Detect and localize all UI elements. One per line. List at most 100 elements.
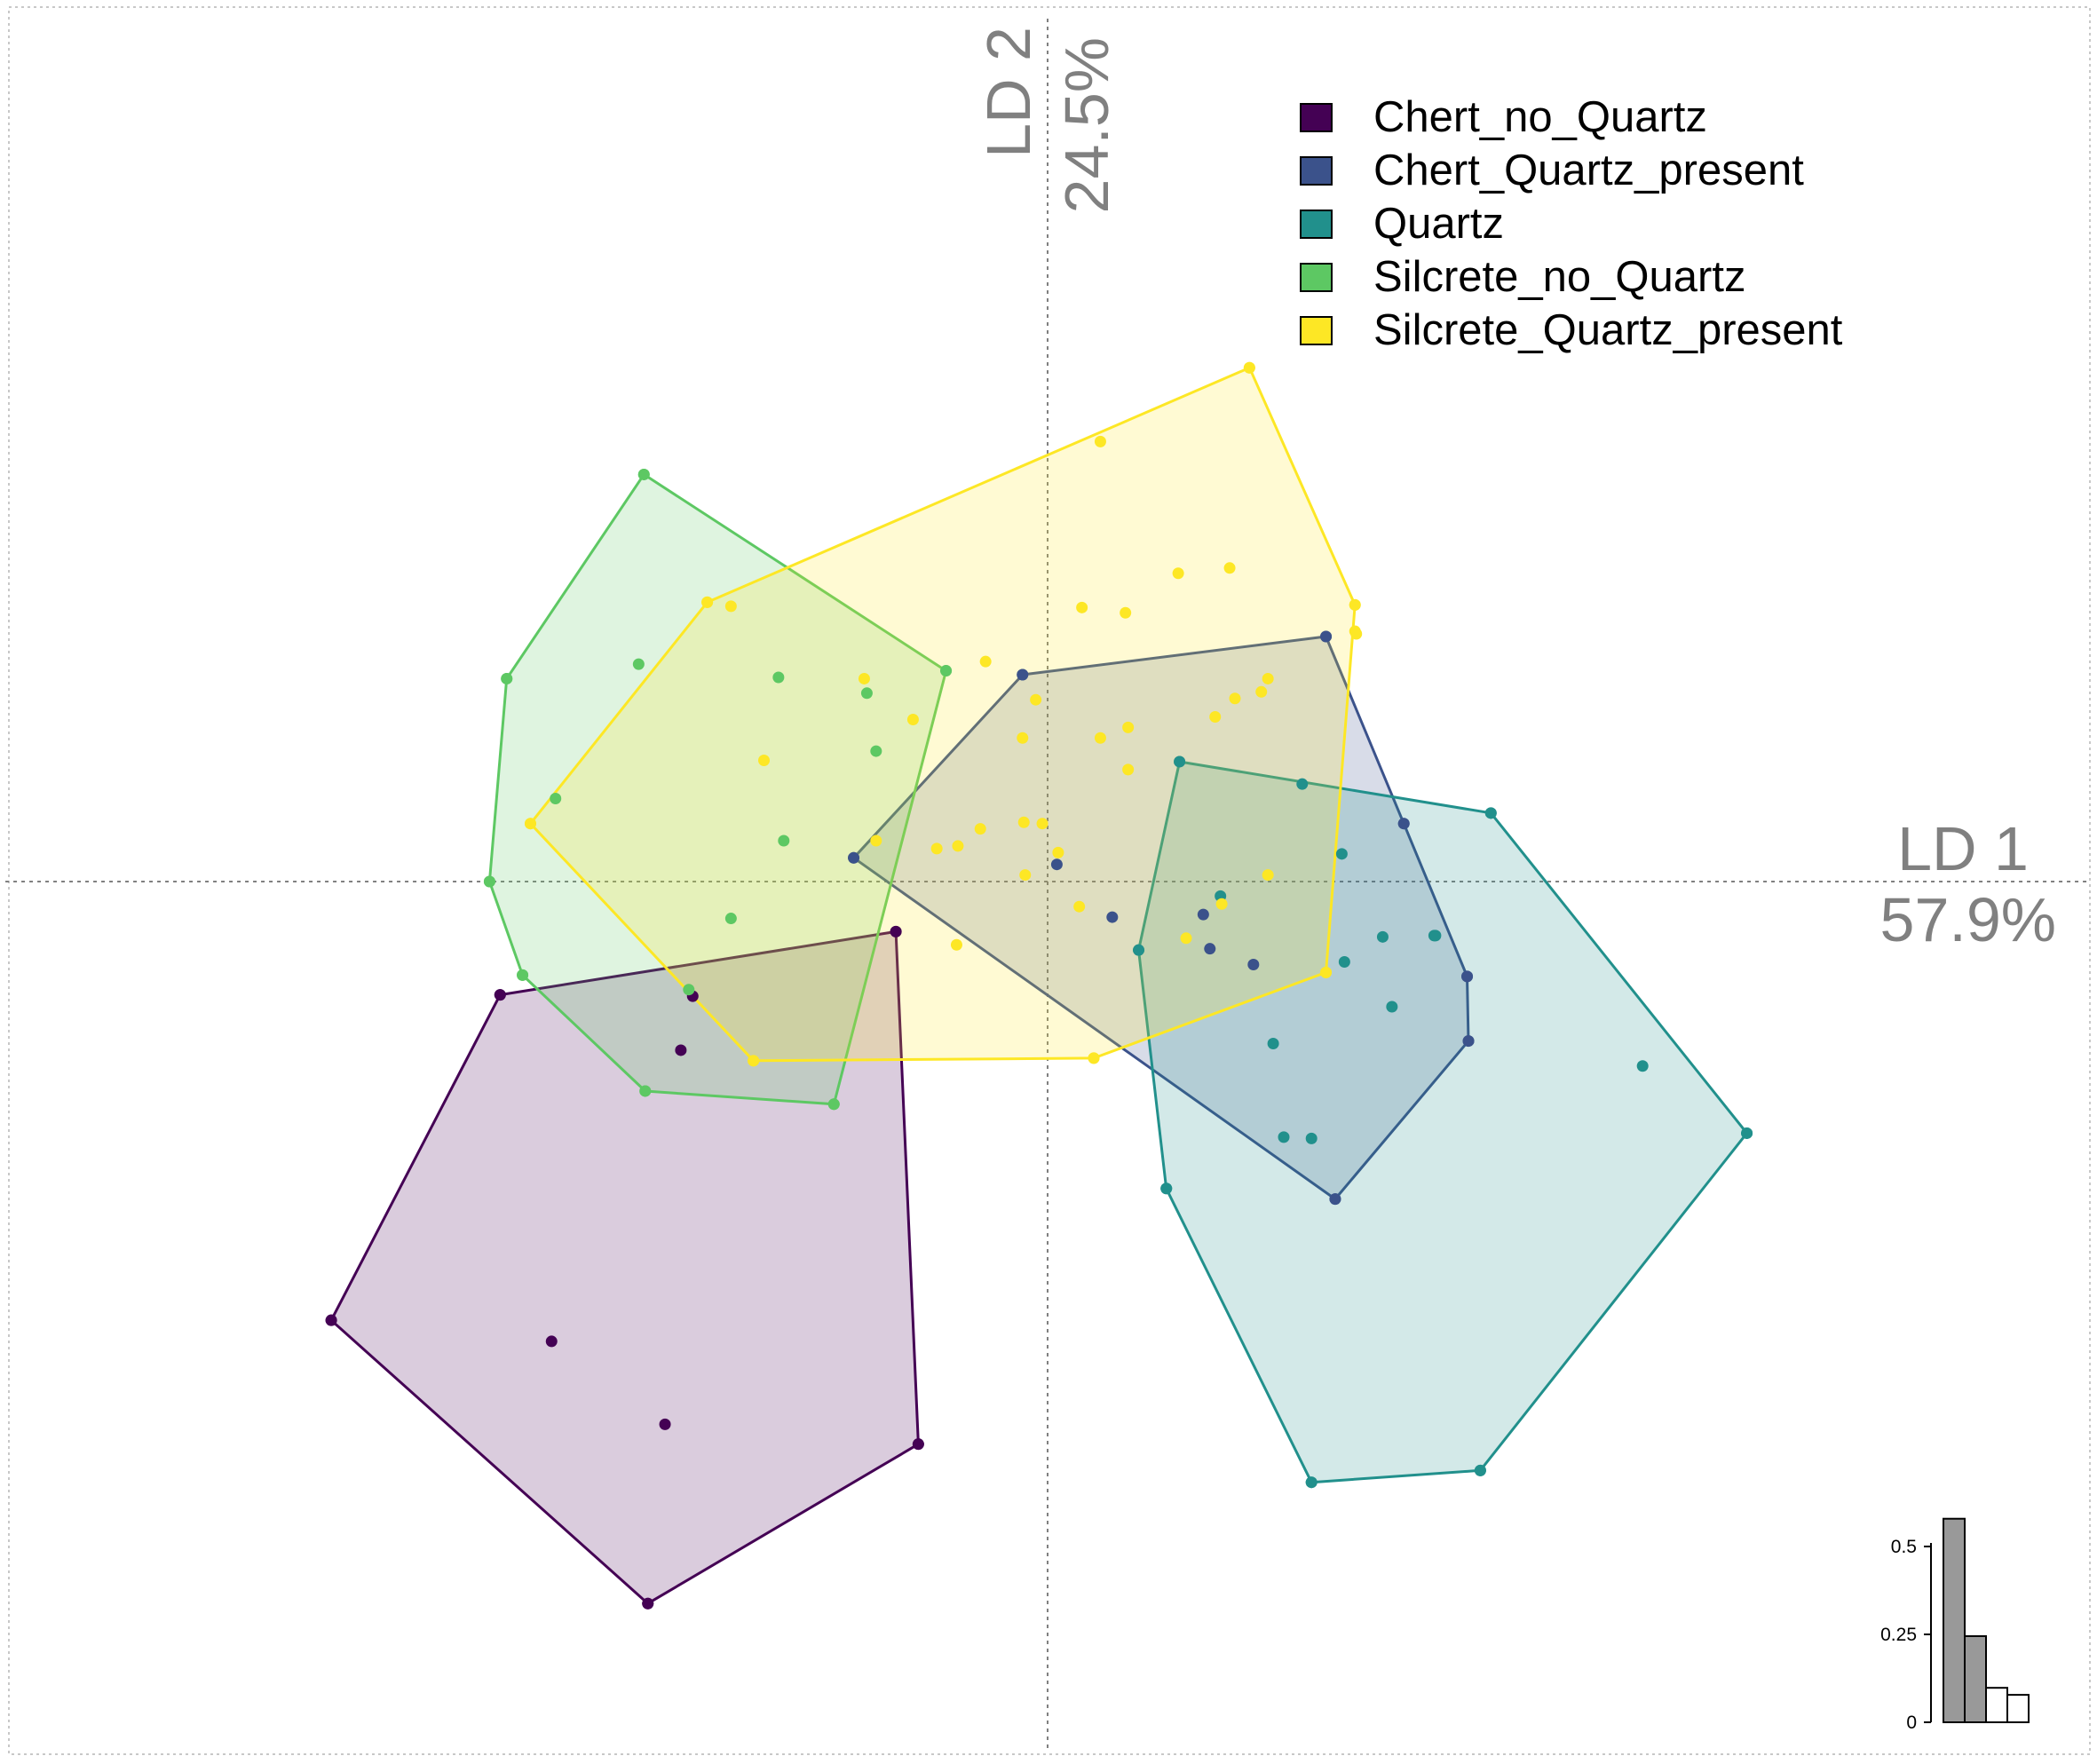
point-4-29 — [952, 840, 964, 852]
point-3-5 — [772, 671, 785, 684]
point-1-2 — [1320, 630, 1333, 643]
point-4-12 — [1017, 732, 1029, 744]
point-4-18 — [1209, 711, 1222, 723]
legend: Chert_no_Quartz Chert_Quartz_present Quart… — [1300, 93, 1843, 354]
point-1-0 — [848, 851, 860, 864]
point-2-12 — [1636, 1060, 1649, 1072]
point-0-4 — [545, 1335, 558, 1348]
point-1-1 — [1017, 668, 1029, 681]
point-4-27 — [1017, 816, 1030, 828]
point-1-10 — [1462, 1035, 1475, 1048]
legend-swatch-3 — [1300, 263, 1333, 292]
point-4-31 — [1262, 869, 1274, 882]
point-3-6 — [860, 687, 873, 700]
point-2-6 — [1338, 956, 1350, 969]
point-4-15 — [1262, 672, 1274, 684]
point-2-1 — [1296, 778, 1309, 790]
point-1-8 — [1106, 911, 1119, 923]
point-4-8 — [979, 655, 992, 668]
legend-label-2: Quartz — [1373, 200, 1504, 248]
point-4-39 — [524, 818, 536, 830]
point-3-13 — [517, 969, 529, 981]
point-1-3 — [1397, 818, 1410, 830]
point-4-6 — [1076, 601, 1088, 613]
point-4-4 — [1350, 628, 1363, 640]
point-4-0 — [1243, 361, 1255, 374]
point-2-18 — [1474, 1464, 1486, 1476]
eigenvalue-barplot: 0 0.25 0.5 — [1880, 1517, 2030, 1733]
eig-tick-label-1: 0.25 — [1880, 1625, 1917, 1645]
eig-tick-label-2: 0.5 — [1891, 1537, 1917, 1557]
hull-2 — [1137, 760, 1749, 1484]
hulls-layer — [325, 361, 1753, 1610]
point-0-2 — [675, 1044, 687, 1056]
point-4-40 — [1349, 598, 1361, 611]
y-axis-label: LD 2 — [974, 27, 1043, 158]
point-0-0 — [494, 989, 506, 1001]
point-4-35 — [950, 938, 962, 951]
legend-label-4: Silcrete_Quartz_present — [1373, 306, 1843, 354]
point-0-8 — [912, 1438, 924, 1451]
point-1-7 — [1247, 958, 1260, 970]
point-3-12 — [940, 665, 953, 677]
point-4-28 — [974, 823, 986, 835]
hull-4 — [529, 366, 1357, 1063]
point-0-5 — [659, 1418, 671, 1430]
point-4-22 — [724, 600, 737, 613]
point-2-11 — [1267, 1038, 1279, 1050]
point-3-11 — [827, 1098, 840, 1111]
point-2-5 — [1133, 944, 1145, 956]
point-4-11 — [1030, 693, 1042, 706]
eig-bar-0 — [1943, 1517, 1966, 1723]
eig-bar-2 — [1985, 1687, 2008, 1724]
point-4-26 — [1036, 818, 1048, 830]
point-3-8 — [778, 835, 790, 847]
point-4-19 — [870, 835, 882, 847]
point-4-32 — [1215, 898, 1228, 910]
legend-label-3: Silcrete_no_Quartz — [1373, 253, 1745, 301]
point-2-0 — [1174, 755, 1186, 768]
point-0-6 — [325, 1314, 337, 1326]
points-layer — [325, 361, 1753, 1610]
point-2-17 — [1305, 1476, 1318, 1489]
point-2-7 — [1376, 930, 1389, 943]
point-4-14 — [1122, 721, 1135, 733]
point-0-3 — [890, 925, 902, 937]
point-4-10 — [906, 713, 919, 725]
x-axis-label: LD 1 — [1897, 814, 2029, 883]
point-2-16 — [1741, 1127, 1753, 1139]
point-4-37 — [748, 1055, 760, 1067]
point-3-9 — [724, 913, 737, 925]
point-3-0 — [637, 468, 650, 480]
x-axis-percent: 57.9% — [1880, 885, 2056, 954]
point-4-23 — [1122, 763, 1135, 776]
hull-3 — [487, 472, 948, 1106]
point-4-1 — [1094, 435, 1106, 447]
legend-swatch-2 — [1300, 210, 1333, 239]
eig-bar-1 — [1964, 1634, 1987, 1723]
point-3-4 — [632, 658, 645, 670]
point-2-9 — [1429, 929, 1442, 942]
legend-swatch-1 — [1300, 156, 1333, 186]
point-4-2 — [1172, 567, 1184, 580]
point-4-9 — [858, 672, 870, 684]
point-1-5 — [1197, 908, 1209, 921]
point-4-17 — [1229, 692, 1241, 705]
point-2-2 — [1335, 848, 1348, 860]
y-axis-percent: 24.5% — [1052, 37, 1121, 213]
point-4-7 — [1120, 606, 1132, 619]
eig-tick-label-0: 0 — [1906, 1713, 1917, 1733]
point-1-11 — [1329, 1193, 1341, 1206]
point-4-34 — [1073, 900, 1086, 913]
point-1-4 — [1050, 858, 1063, 871]
legend-swatch-0 — [1300, 103, 1333, 132]
hull-1 — [852, 635, 1470, 1201]
point-2-14 — [1305, 1132, 1318, 1144]
legend-label-0: Chert_no_Quartz — [1373, 93, 1707, 141]
point-2-13 — [1278, 1131, 1290, 1143]
point-4-36 — [1320, 966, 1333, 978]
point-4-5 — [1223, 562, 1236, 574]
point-1-9 — [1461, 970, 1474, 983]
point-4-38 — [1088, 1052, 1100, 1064]
